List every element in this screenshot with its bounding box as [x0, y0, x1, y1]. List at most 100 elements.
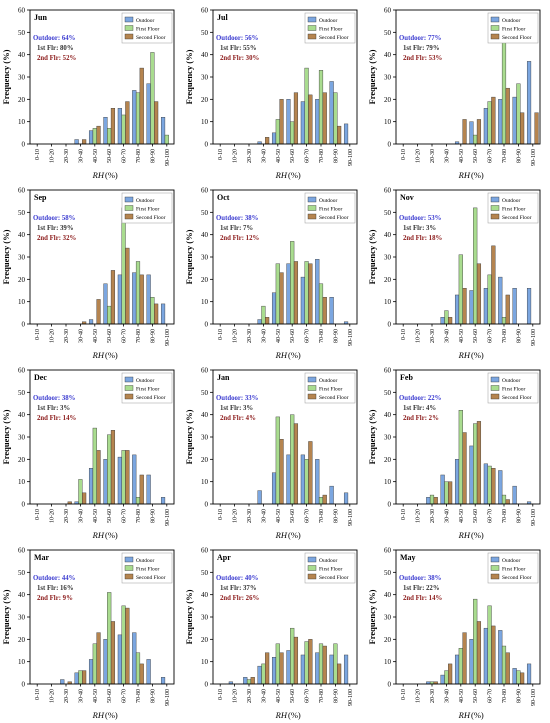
bar-second-floor — [322, 92, 327, 145]
bar-outdoor — [329, 654, 334, 685]
x-tick-label: 10-20 — [233, 509, 239, 523]
legend-label: Outdoor — [319, 198, 338, 204]
annotation-second-floor: 2nd Flr: 4% — [220, 415, 256, 422]
legend-swatch — [490, 196, 500, 203]
y-axis-label: Frequency (%) — [184, 49, 194, 104]
legend-label: Outdoor — [502, 198, 521, 204]
bar-second-floor — [476, 263, 482, 325]
legend-swatch — [490, 573, 500, 580]
y-tick-label: 50 — [18, 569, 26, 577]
bar-first-floor — [275, 416, 280, 505]
annotation-second-floor: 2nd Flr: 53% — [403, 55, 442, 62]
legend-label: Outdoor — [502, 558, 521, 564]
x-tick-label: 50-60 — [473, 689, 479, 703]
x-tick-label: 40-50 — [93, 149, 99, 163]
y-tick-label: 10 — [384, 658, 392, 666]
x-tick-label: 90-100 — [531, 689, 537, 706]
bar-first-floor — [121, 605, 126, 685]
bar-outdoor — [440, 317, 445, 325]
x-tick-label: 20-30 — [247, 329, 253, 343]
y-tick-label: 50 — [384, 389, 392, 397]
x-tick-label: 40-50 — [93, 509, 99, 523]
bar-outdoor — [243, 677, 248, 685]
y-tick-label: 30 — [18, 614, 26, 622]
y-tick-label: 40 — [18, 51, 26, 59]
bar-first-floor — [275, 119, 280, 145]
bar-outdoor — [132, 90, 137, 145]
y-tick-label: 40 — [18, 591, 26, 599]
bar-first-floor — [444, 481, 449, 505]
y-tick-label: 60 — [201, 547, 209, 555]
bar-outdoor — [88, 659, 94, 685]
bar-second-floor — [322, 494, 327, 505]
annotation-outdoor: Outdoor: 33% — [216, 395, 259, 402]
y-tick-label: 20 — [201, 636, 209, 644]
y-tick-label: 0 — [388, 681, 392, 689]
y-tick-label: 30 — [18, 254, 26, 262]
bar-outdoor — [88, 319, 94, 325]
bar-first-floor — [304, 67, 309, 145]
y-tick-label: 30 — [18, 434, 26, 442]
legend-swatch — [124, 385, 134, 391]
annotation-outdoor: Outdoor: 56% — [216, 35, 259, 42]
legend-swatch — [490, 556, 500, 563]
bar-second-floor — [125, 101, 130, 145]
y-tick-label: 40 — [384, 51, 392, 59]
x-axis-label-unit: (%) — [288, 170, 301, 180]
x-tick-label: 70-80 — [319, 149, 325, 163]
bar-outdoor — [286, 650, 291, 685]
bar-outdoor — [117, 634, 122, 685]
x-tick-label: 90-100 — [165, 689, 171, 706]
bar-second-floor — [462, 432, 467, 505]
bar-first-floor — [473, 598, 478, 685]
bar-first-floor — [458, 254, 463, 325]
bar-outdoor — [146, 83, 151, 145]
bar-second-floor — [308, 263, 313, 325]
x-tick-label: 60-70 — [488, 329, 494, 343]
bar-first-floor — [487, 605, 492, 685]
y-tick-label: 50 — [201, 569, 209, 577]
y-tick-label: 60 — [18, 187, 26, 195]
bar-second-floor — [462, 288, 467, 325]
bar-outdoor — [343, 654, 349, 685]
legend-label: First Floor — [136, 206, 160, 212]
bar-outdoor — [257, 665, 262, 685]
legend-label: First Floor — [136, 566, 160, 572]
x-axis-label-unit: (%) — [105, 350, 118, 360]
bar-first-floor — [135, 497, 141, 505]
bar-outdoor — [271, 132, 277, 145]
legend-label: Outdoor — [502, 378, 521, 384]
legend-label: First Floor — [502, 566, 526, 572]
y-tick-label: 60 — [201, 7, 209, 15]
legend-label: Second Floor — [502, 395, 532, 401]
bar-second-floor — [520, 112, 525, 145]
bar-first-floor — [333, 92, 338, 145]
bar-second-floor — [337, 663, 342, 685]
annotation-second-floor: 2nd Flr: 9% — [37, 595, 73, 602]
y-tick-label: 30 — [201, 434, 209, 442]
bar-outdoor — [498, 630, 503, 685]
legend-label: Second Floor — [502, 575, 532, 581]
bar-second-floor — [491, 245, 496, 325]
legend-swatch — [124, 556, 134, 563]
bar-second-floor — [293, 261, 299, 325]
annotation-outdoor: Outdoor: 40% — [216, 575, 259, 582]
y-tick-label: 30 — [384, 434, 392, 442]
bar-first-floor — [275, 643, 280, 685]
y-axis-label: Frequency (%) — [367, 49, 377, 104]
x-tick-label: 90-100 — [348, 689, 354, 706]
y-tick-label: 0 — [205, 681, 209, 689]
x-tick-label: 30-40 — [261, 149, 267, 163]
legend-label: Outdoor — [136, 18, 155, 24]
bar-second-floor — [110, 270, 116, 325]
annotation-outdoor: Outdoor: 77% — [399, 35, 442, 42]
legend-label: First Floor — [502, 26, 526, 32]
bar-outdoor — [426, 497, 431, 505]
legend-label: Second Floor — [136, 395, 166, 401]
legend-swatch — [490, 205, 500, 211]
y-axis-label: Frequency (%) — [367, 409, 377, 464]
bar-outdoor — [300, 276, 305, 325]
y-tick-label: 60 — [384, 547, 392, 555]
x-tick-label: 10-20 — [50, 509, 56, 523]
